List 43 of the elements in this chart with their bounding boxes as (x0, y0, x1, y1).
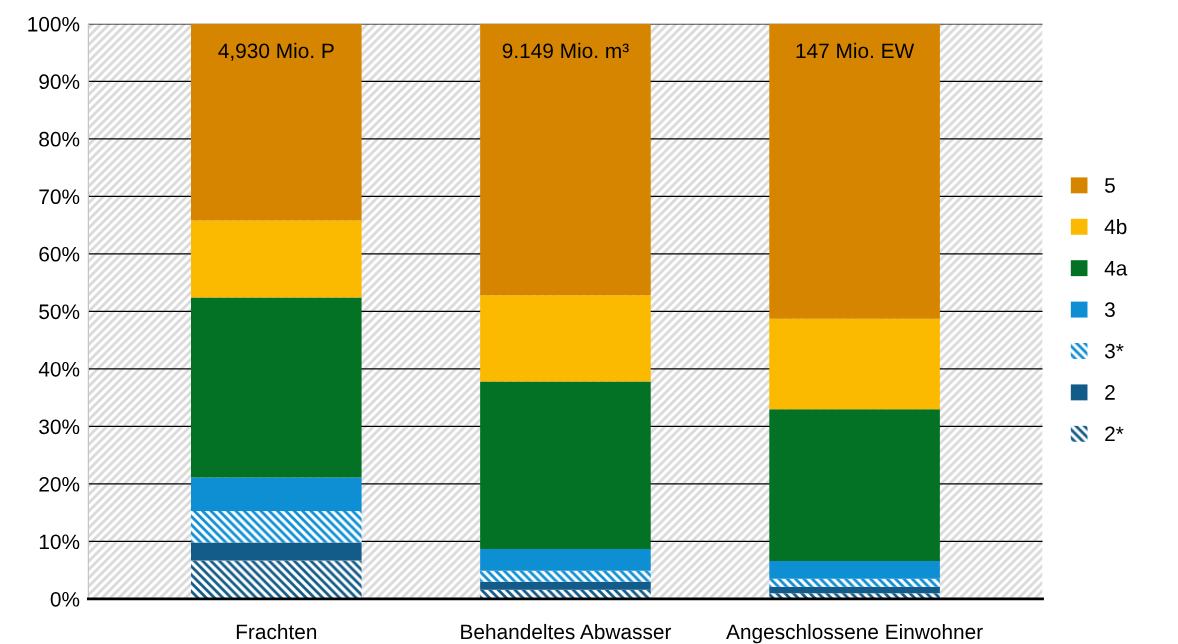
y-tick-label: 100% (28, 16, 80, 32)
annotation: 147 Mio. EW (796, 42, 915, 59)
annotation: 4,930 Mio. P (218, 42, 334, 61)
x-tick-label: Frachten (236, 623, 317, 640)
y-tick-label: 90% (39, 74, 80, 90)
x-tick-label: Behandeltes Abwasser (461, 623, 672, 640)
legend-label: 4b (1104, 218, 1127, 235)
bar (480, 23, 651, 296)
bar (191, 297, 362, 478)
bar (480, 581, 651, 590)
bar (191, 542, 362, 561)
y-tick-label: 20% (39, 476, 80, 492)
y-tick-label: 70% (39, 189, 80, 205)
bar (769, 578, 940, 587)
y-tick-label: 80% (39, 131, 80, 147)
bar (769, 560, 940, 579)
bar (480, 295, 651, 382)
legend-label: 5 (1104, 178, 1115, 193)
y-tick-label: 40% (38, 361, 80, 377)
x-tick-label: Angeschlossene Einwohner (726, 623, 983, 644)
bar (480, 570, 651, 582)
legend-label: 3* (1104, 343, 1124, 359)
legend-label: 2* (1105, 426, 1124, 442)
bar (191, 23, 362, 221)
legend-label: 3 (1104, 302, 1115, 318)
y-tick-label: 10% (39, 534, 80, 550)
y-tick-label: 30% (39, 419, 80, 435)
bar (769, 23, 940, 319)
y-tick-label: 50% (39, 304, 80, 320)
legend-label: 2 (1105, 385, 1115, 400)
bar (191, 560, 362, 599)
bar (769, 586, 940, 594)
bar (769, 409, 940, 561)
bar (191, 220, 362, 298)
y-tick-label: 60% (39, 246, 80, 262)
bar (480, 548, 651, 571)
y-tick-label: 0% (50, 591, 80, 607)
legend-label: 4a (1104, 261, 1128, 276)
bar (191, 477, 362, 511)
bar (480, 381, 651, 549)
bar (191, 510, 362, 543)
bar (769, 318, 940, 410)
annotation: 9.149 Mio. m³ (502, 42, 629, 59)
